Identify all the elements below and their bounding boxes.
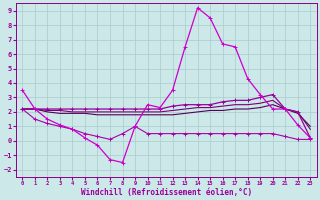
X-axis label: Windchill (Refroidissement éolien,°C): Windchill (Refroidissement éolien,°C) bbox=[81, 188, 252, 197]
